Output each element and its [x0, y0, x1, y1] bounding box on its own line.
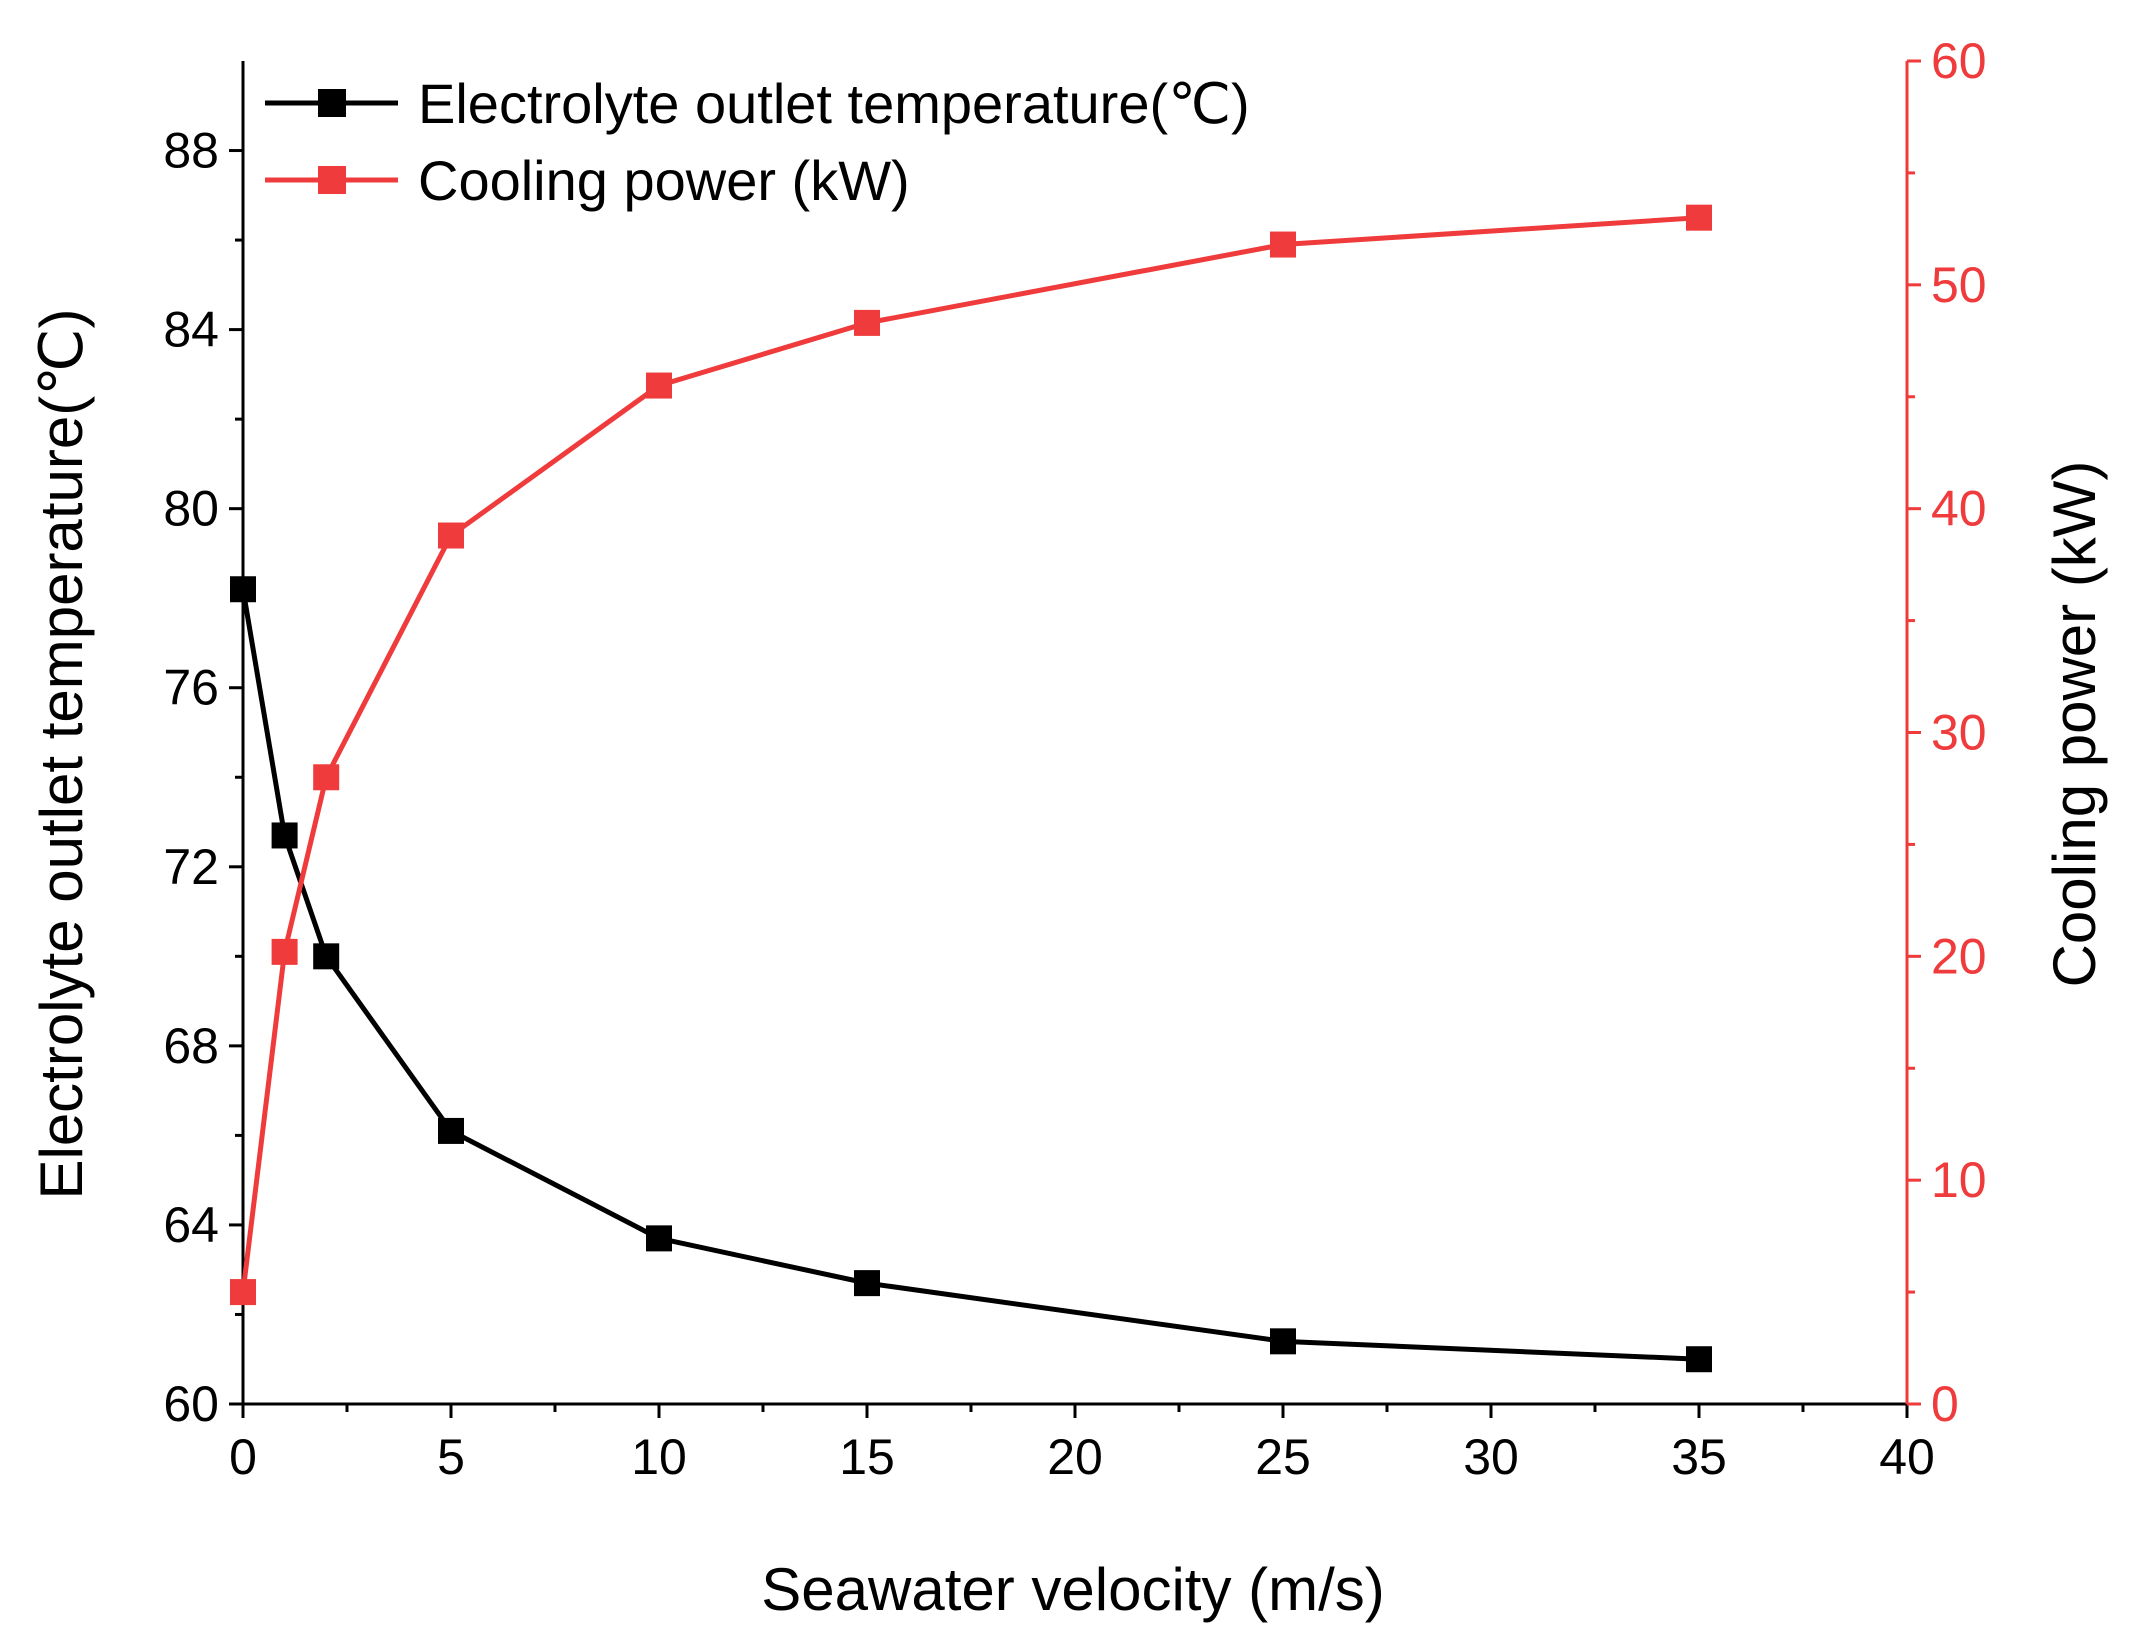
cooling-power-line — [240, 215, 1700, 1293]
y-tick-label: 68 — [163, 1018, 219, 1074]
y2-tick-label: 20 — [1931, 928, 1987, 984]
cooling-power-point — [1270, 231, 1296, 258]
y-tick-label: 60 — [163, 1376, 219, 1432]
x-tick-label: 10 — [631, 1429, 687, 1485]
temperature-point — [230, 576, 256, 603]
temperature-point — [646, 1225, 672, 1252]
temperature-point — [438, 1117, 464, 1144]
temperature-point — [854, 1270, 880, 1297]
cooling-power-point — [854, 309, 880, 336]
series-layer — [230, 204, 1712, 1373]
temperature-line — [240, 588, 1700, 1362]
legend-label-temperature: Electrolyte outlet temperature(℃) — [418, 72, 1250, 135]
temperature-point — [1270, 1328, 1296, 1355]
x-axis-title: Seawater velocity (m/s) — [761, 1556, 1385, 1623]
axes: 0 5 10 15 20 25 30 35 40 60 64 68 72 76 80 84 88 0 10 20 30 4… — [163, 33, 1986, 1485]
legend: Electrolyte outlet temperature(℃) Coolin… — [265, 72, 1250, 212]
y2-tick-label: 0 — [1931, 1376, 1959, 1432]
y2-tick-label: 60 — [1931, 33, 1987, 89]
legend-marker-cooling — [318, 166, 346, 194]
x-tick-label: 40 — [1879, 1429, 1935, 1485]
y-tick-label: 72 — [163, 839, 219, 895]
x-tick-label: 30 — [1463, 1429, 1519, 1485]
legend-label-cooling: Cooling power (kW) — [418, 149, 910, 212]
y-tick-label: 84 — [163, 302, 219, 358]
cooling-power-point — [271, 938, 298, 965]
y-axis-title: Electrolyte outlet temperature(℃) — [28, 308, 95, 1199]
temperature-point — [313, 943, 340, 970]
cooling-power-point — [1686, 204, 1712, 231]
y-tick-label: 76 — [163, 660, 219, 716]
cooling-power-point — [313, 764, 340, 791]
y2-tick-label: 10 — [1931, 1152, 1987, 1208]
y2-tick-label: 50 — [1931, 257, 1987, 313]
x-tick-label: 20 — [1047, 1429, 1103, 1485]
x-tick-label: 5 — [437, 1429, 465, 1485]
x-tick-label: 0 — [229, 1429, 257, 1485]
cooling-power-point — [230, 1279, 256, 1306]
y2-tick-label: 30 — [1931, 705, 1987, 761]
x-tick-label: 35 — [1671, 1429, 1727, 1485]
y-tick-label: 64 — [163, 1197, 219, 1253]
temperature-point — [1686, 1346, 1712, 1373]
y-tick-label: 80 — [163, 481, 219, 537]
y-tick-label: 88 — [163, 123, 219, 179]
legend-marker-temperature — [318, 89, 346, 117]
cooling-power-point — [646, 372, 672, 399]
cooling-power-point — [438, 522, 464, 549]
y2-axis-title: Cooling power (kW) — [2041, 461, 2108, 988]
x-tick-label: 15 — [839, 1429, 895, 1485]
temperature-point — [271, 822, 298, 849]
x-tick-label: 25 — [1255, 1429, 1311, 1485]
y2-tick-label: 40 — [1931, 481, 1987, 537]
